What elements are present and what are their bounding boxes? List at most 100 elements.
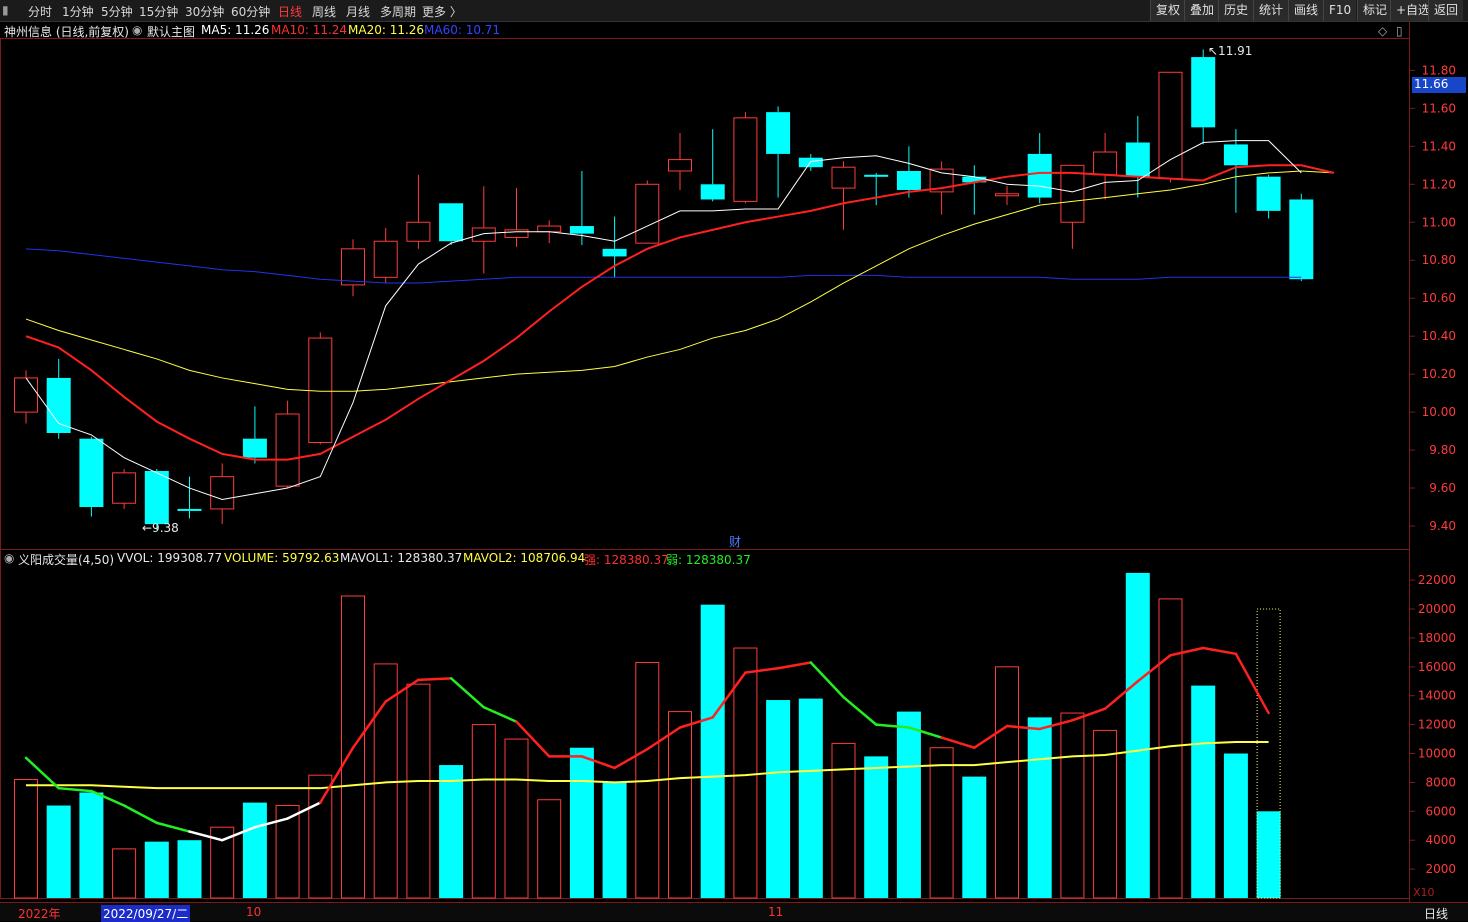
price-tick-label: 10.20 [1422,367,1456,381]
candle-body [602,248,627,257]
mavol1-segment [1169,646,1205,657]
volume-bar [14,779,38,899]
volume-bar [668,711,692,899]
stats-button[interactable]: 统计 [1253,0,1289,21]
mavol1-segment [220,825,257,842]
period-8[interactable]: 月线 [346,5,371,19]
fq-button[interactable]: 复权 [1150,0,1186,21]
add-watchlist-button[interactable]: +自选 [1390,0,1436,21]
period-1[interactable]: 1分钟 [62,5,94,19]
period-5[interactable]: 60分钟 [231,5,271,19]
dropdown-circle-icon[interactable]: ◉ [132,23,143,37]
volume-bar [569,747,594,898]
candle-body [635,183,660,244]
period-7[interactable]: 周线 [312,5,337,19]
mavol1-segment [155,821,191,833]
history-button[interactable]: 历史 [1218,0,1254,21]
period-10[interactable]: 更多 〉 [422,5,462,19]
price-tick-label: 11.00 [1422,215,1456,229]
price-tick-label: 9.60 [1429,481,1456,495]
period-0[interactable]: 分时 [28,5,53,19]
mavol1-segment [1201,646,1238,656]
candle-body [439,203,464,242]
candle-body [831,166,856,189]
period-2[interactable]: 5分钟 [101,5,133,19]
mavol1-segment [1038,719,1074,731]
period-4[interactable]: 30分钟 [185,5,225,19]
volume-bar [864,756,889,898]
volume-bar [602,782,627,898]
candle-body [700,184,725,200]
candle-body [14,377,38,413]
candle-body [766,112,791,154]
current-price-tag: 11.66 [1412,77,1466,93]
period-9[interactable]: 多周期 [380,5,417,19]
volume-tick-label: 12000 [1418,718,1456,732]
mavol1-segment [613,747,649,770]
mavol1-segment [253,817,289,829]
chart-template-name[interactable]: 默认主图 [147,25,196,39]
dropdown-circle-icon-2[interactable]: ◉ [4,551,15,565]
cursor-date: 2022/09/27/二 [101,905,191,922]
candle-body [144,470,169,525]
draw-button[interactable]: 画线 [1288,0,1324,21]
volume-bar [373,663,398,899]
candle-body [79,438,104,508]
mark-button[interactable]: 标记 [1357,0,1393,21]
volume-bar [929,747,954,899]
diamond-icon[interactable]: ◇ [1378,24,1388,38]
volume-bar [308,774,333,899]
candle-body [1060,164,1085,223]
period-label: 日线 [1424,907,1449,921]
period-3[interactable]: 15分钟 [139,5,179,19]
mavol1-segment [940,736,976,749]
period-6[interactable]: 日线 [278,5,303,19]
mavol1-segment [1136,654,1172,683]
price-tick-label: 11.60 [1422,101,1456,115]
volume-bar [242,802,267,898]
overlay-button[interactable]: 叠加 [1184,0,1220,21]
candle-body [1125,142,1150,177]
stock-title: 神州信息 (日线,前复权) [4,25,129,39]
candle-body [1027,153,1052,198]
period-toolbar: ▮ 分时 1分钟 5分钟 15分钟 30分钟 60分钟 日线 周线 月线 多周期 更多 〉 复权 叠… [0,0,1468,22]
candle-body [1256,176,1281,211]
volume-tick-label: 20000 [1418,602,1456,616]
volume-bar [733,647,758,899]
candle-body [537,225,562,233]
mavol1-segment [874,723,911,729]
volume-bar [831,742,856,899]
f10-button[interactable]: F10 [1323,0,1357,21]
volume-bar [46,805,71,898]
volume-bar [1256,811,1281,898]
volume-bar [1125,572,1150,898]
mavol1-segment [1071,707,1107,722]
volume-indicator-name[interactable]: 义阳成交量(4,50) [18,553,115,567]
volume-bar [1093,729,1118,899]
high-marker: ↖11.91 [1208,44,1252,58]
weak-label: 弱: 128380.37 [666,553,751,567]
volume-unit: X10 [1413,886,1435,899]
mavol1-segment [188,830,224,842]
price-tick-label: 10.40 [1422,329,1456,343]
mavol1-segment [678,716,714,729]
mavol1-segment [907,726,943,739]
candle-body [210,476,235,510]
mavol1-segment [57,786,93,793]
menu-icon[interactable]: ▮ [2,3,9,17]
mavol1-segment [449,677,486,709]
candle-body [112,472,137,504]
panel-toggle-icon[interactable]: ▯ [1396,24,1403,38]
volume-bar [471,724,496,899]
month-10-label: 10 [246,905,262,919]
price-tick-label: 11.40 [1422,139,1456,153]
mavol1-segment [482,706,518,723]
volume-tick-label: 2000 [1425,862,1456,876]
volume-bar [406,683,431,899]
mavol1-segment [580,755,616,770]
volume-bar [995,666,1019,899]
year-label: 2022年 [18,907,61,921]
candle-body [962,176,987,183]
back-button[interactable]: 返回 [1428,0,1464,21]
